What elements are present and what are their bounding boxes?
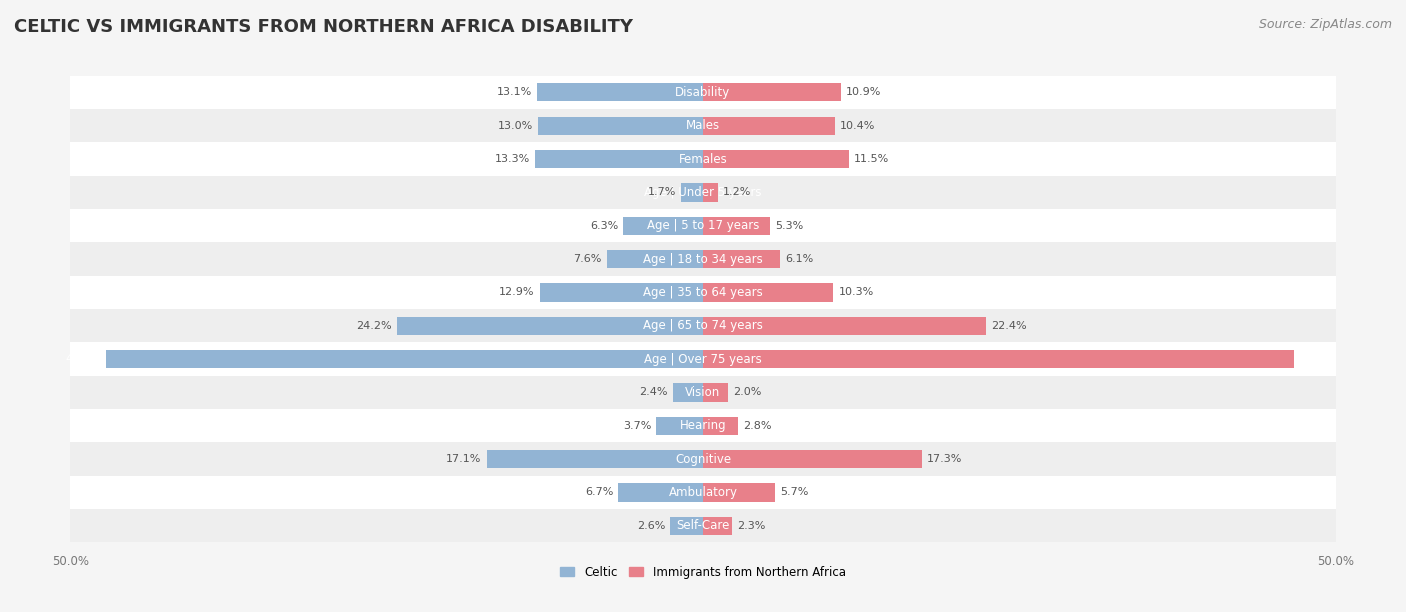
Bar <box>703 283 834 302</box>
Text: Source: ZipAtlas.com: Source: ZipAtlas.com <box>1258 18 1392 31</box>
Bar <box>70 143 1336 176</box>
Bar <box>703 183 718 201</box>
Bar <box>540 283 703 302</box>
Bar <box>703 150 849 168</box>
Bar <box>534 150 703 168</box>
Bar <box>70 476 1336 509</box>
Bar <box>703 517 733 535</box>
Bar <box>396 316 703 335</box>
Text: 10.4%: 10.4% <box>839 121 875 131</box>
Bar <box>703 217 770 235</box>
Text: Hearing: Hearing <box>679 419 727 432</box>
Text: Age | Under 5 years: Age | Under 5 years <box>644 186 762 199</box>
Bar <box>70 76 1336 109</box>
Text: Self-Care: Self-Care <box>676 520 730 532</box>
Text: Age | 5 to 17 years: Age | 5 to 17 years <box>647 219 759 232</box>
Text: 7.6%: 7.6% <box>574 254 602 264</box>
Text: 10.9%: 10.9% <box>846 88 882 97</box>
Text: Age | Over 75 years: Age | Over 75 years <box>644 353 762 365</box>
Text: 5.3%: 5.3% <box>775 221 803 231</box>
Text: Vision: Vision <box>685 386 721 399</box>
Bar <box>703 316 987 335</box>
Text: 6.3%: 6.3% <box>591 221 619 231</box>
Bar <box>70 176 1336 209</box>
Text: 10.3%: 10.3% <box>838 288 873 297</box>
Bar <box>703 350 1294 368</box>
Bar <box>70 276 1336 309</box>
Bar <box>70 109 1336 143</box>
Text: 13.0%: 13.0% <box>498 121 533 131</box>
Text: 17.3%: 17.3% <box>927 454 962 464</box>
Bar <box>703 116 835 135</box>
Text: Disability: Disability <box>675 86 731 99</box>
Text: Age | 65 to 74 years: Age | 65 to 74 years <box>643 319 763 332</box>
Bar <box>703 417 738 435</box>
Bar <box>623 217 703 235</box>
Bar <box>105 350 703 368</box>
Text: Cognitive: Cognitive <box>675 453 731 466</box>
Bar <box>671 517 703 535</box>
Text: CELTIC VS IMMIGRANTS FROM NORTHERN AFRICA DISABILITY: CELTIC VS IMMIGRANTS FROM NORTHERN AFRIC… <box>14 18 633 36</box>
Text: 2.0%: 2.0% <box>734 387 762 397</box>
Text: 6.7%: 6.7% <box>585 487 613 498</box>
Bar <box>70 309 1336 342</box>
Text: 13.3%: 13.3% <box>495 154 530 164</box>
Text: 2.4%: 2.4% <box>640 387 668 397</box>
Text: 5.7%: 5.7% <box>780 487 808 498</box>
Bar <box>703 483 775 502</box>
Bar <box>682 183 703 201</box>
Bar <box>486 450 703 468</box>
Text: 22.4%: 22.4% <box>991 321 1028 330</box>
Text: 2.8%: 2.8% <box>744 421 772 431</box>
Bar <box>70 342 1336 376</box>
Text: Age | 35 to 64 years: Age | 35 to 64 years <box>643 286 763 299</box>
Legend: Celtic, Immigrants from Northern Africa: Celtic, Immigrants from Northern Africa <box>555 561 851 584</box>
Text: Males: Males <box>686 119 720 132</box>
Bar <box>70 509 1336 542</box>
Bar <box>607 250 703 268</box>
Bar <box>70 209 1336 242</box>
Bar <box>70 242 1336 276</box>
Text: 46.7%: 46.7% <box>1299 354 1334 364</box>
Text: 13.1%: 13.1% <box>496 88 531 97</box>
Bar <box>703 383 728 401</box>
Text: 1.7%: 1.7% <box>648 187 676 197</box>
Text: Ambulatory: Ambulatory <box>668 486 738 499</box>
Text: 24.2%: 24.2% <box>356 321 392 330</box>
Bar <box>538 116 703 135</box>
Text: 2.3%: 2.3% <box>737 521 765 531</box>
Text: 2.6%: 2.6% <box>637 521 665 531</box>
Text: 1.2%: 1.2% <box>723 187 752 197</box>
Bar <box>537 83 703 102</box>
Bar <box>672 383 703 401</box>
Bar <box>619 483 703 502</box>
Bar <box>703 250 780 268</box>
Text: 11.5%: 11.5% <box>853 154 889 164</box>
Text: Females: Females <box>679 152 727 165</box>
Bar <box>657 417 703 435</box>
Text: 6.1%: 6.1% <box>785 254 814 264</box>
Text: 47.2%: 47.2% <box>65 354 101 364</box>
Text: 17.1%: 17.1% <box>446 454 481 464</box>
Text: 12.9%: 12.9% <box>499 288 534 297</box>
Bar <box>70 376 1336 409</box>
Bar <box>703 83 841 102</box>
Bar <box>70 442 1336 476</box>
Text: 3.7%: 3.7% <box>623 421 651 431</box>
Bar <box>703 450 922 468</box>
Text: Age | 18 to 34 years: Age | 18 to 34 years <box>643 253 763 266</box>
Bar <box>70 409 1336 442</box>
